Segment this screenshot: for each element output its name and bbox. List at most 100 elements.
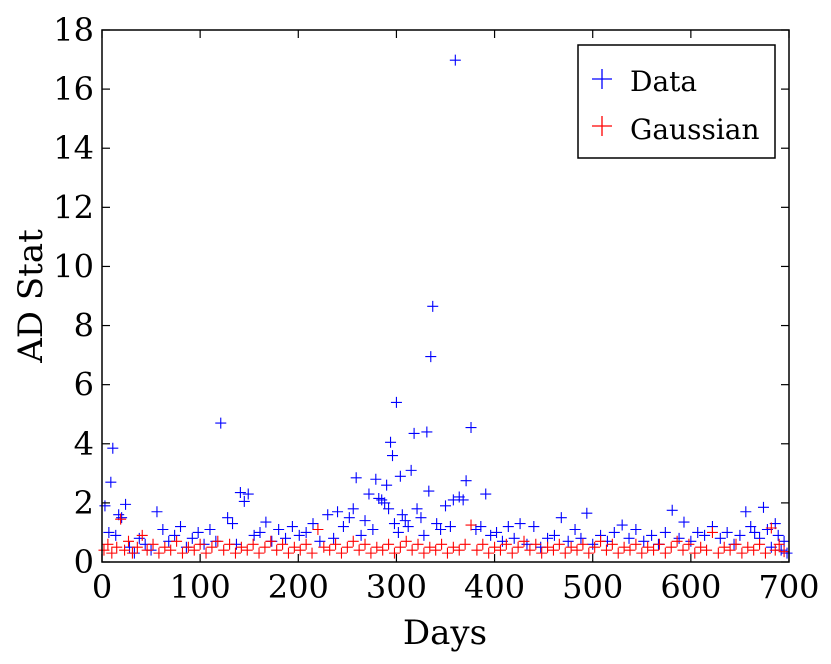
gaussian-point — [565, 541, 577, 553]
data-point — [242, 488, 254, 500]
gaussian-point — [677, 544, 689, 556]
gaussian-point — [259, 541, 271, 553]
gaussian-point — [530, 538, 542, 550]
gaussian-point — [759, 547, 771, 559]
gaussian-point — [312, 523, 324, 535]
gaussian-point — [406, 544, 418, 556]
y-tick-label: 4 — [74, 425, 94, 463]
data-point — [699, 529, 711, 541]
gaussian-point — [778, 546, 790, 558]
data-point — [157, 523, 169, 535]
data-point — [772, 529, 784, 541]
data-point — [381, 479, 393, 491]
data-point — [514, 518, 526, 530]
data-point — [781, 547, 793, 559]
data-point — [692, 526, 704, 538]
gaussian-point — [371, 541, 383, 553]
data-point — [322, 509, 334, 521]
gaussian-point — [383, 538, 395, 550]
x-axis-title: Days — [403, 613, 487, 653]
data-point — [227, 518, 239, 530]
data-point — [222, 512, 234, 524]
gaussian-point — [365, 547, 377, 559]
gaussian-point — [111, 541, 123, 553]
gaussian-point — [122, 535, 134, 547]
legend-plus-data — [592, 69, 612, 89]
data-point — [186, 532, 198, 544]
data-point — [234, 487, 246, 499]
gaussian-point — [665, 541, 677, 553]
gaussian-point — [536, 547, 548, 559]
gaussian-point — [701, 544, 713, 556]
data-point — [347, 503, 359, 515]
data-point — [508, 532, 520, 544]
gaussian-point — [553, 538, 565, 550]
x-tick-label: 300 — [366, 568, 427, 606]
gaussian-point — [618, 541, 630, 553]
data-point — [392, 526, 404, 538]
data-point — [449, 54, 461, 66]
gaussian-point — [489, 541, 501, 553]
data-point — [260, 516, 272, 528]
gaussian-point — [748, 544, 760, 556]
data-point — [548, 529, 560, 541]
gaussian-point — [153, 547, 165, 559]
gaussian-point — [300, 538, 312, 550]
gaussian-point — [318, 541, 330, 553]
data-point — [659, 526, 671, 538]
data-point — [332, 506, 344, 518]
gaussian-point — [131, 541, 143, 553]
gaussian-point — [769, 544, 781, 556]
data-point — [337, 521, 349, 533]
data-point — [435, 523, 447, 535]
gaussian-point — [324, 544, 336, 556]
data-point — [749, 526, 761, 538]
legend-label-data: Data — [630, 65, 697, 98]
data-point — [440, 500, 451, 512]
y-tick-label: 6 — [74, 366, 94, 404]
gaussian-point — [147, 538, 159, 550]
x-tick-label: 200 — [268, 568, 329, 606]
data-point — [418, 529, 430, 541]
data-point — [714, 532, 726, 544]
data-point — [293, 529, 305, 541]
gaussian-point — [648, 544, 660, 556]
gaussian-point — [412, 538, 424, 550]
data-point — [431, 518, 443, 530]
data-point — [745, 521, 757, 533]
data-point — [273, 523, 285, 535]
gaussian-point — [141, 544, 153, 556]
data-point — [491, 526, 503, 538]
y-tick-label: 14 — [53, 129, 94, 167]
data-point — [350, 472, 362, 484]
data-point — [343, 512, 355, 524]
data-point — [405, 464, 417, 476]
gaussian-point — [736, 547, 748, 559]
gaussian-point — [282, 547, 294, 559]
data-point — [415, 512, 427, 524]
data-point — [105, 476, 117, 488]
data-point — [608, 526, 620, 538]
x-tick-label: 100 — [170, 568, 231, 606]
data-point — [528, 521, 540, 533]
data-point — [238, 495, 250, 507]
data-point — [286, 521, 298, 533]
gaussian-point — [106, 547, 118, 559]
data-point — [721, 526, 733, 538]
x-tick-label: 600 — [660, 568, 721, 606]
data-point — [215, 417, 227, 429]
data-point — [408, 427, 420, 439]
gaussian-point — [430, 544, 442, 556]
gaussian-point — [542, 541, 554, 553]
data-point — [248, 529, 260, 541]
data-point — [280, 532, 292, 544]
data-point — [383, 503, 395, 515]
series-gaussian — [98, 513, 790, 559]
data-point — [685, 535, 697, 547]
gaussian-point — [206, 541, 218, 553]
data-point — [307, 518, 319, 530]
data-point — [376, 494, 388, 506]
legend: Data Gaussian — [577, 44, 776, 159]
data-point — [778, 535, 790, 547]
